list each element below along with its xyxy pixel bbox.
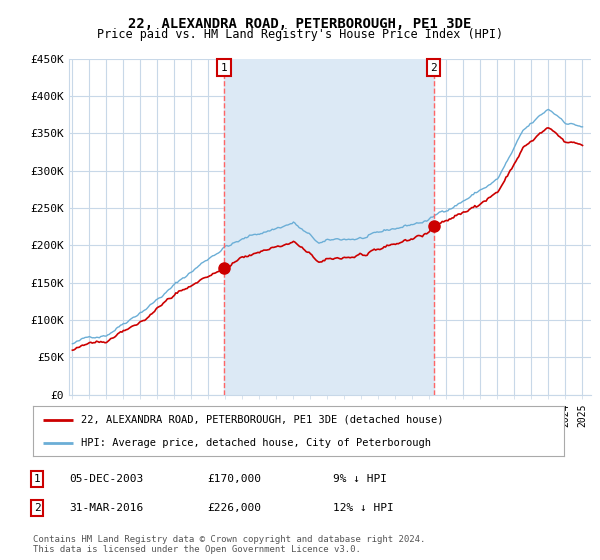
Text: 9% ↓ HPI: 9% ↓ HPI bbox=[333, 474, 387, 484]
Text: 12% ↓ HPI: 12% ↓ HPI bbox=[333, 503, 394, 513]
Text: 22, ALEXANDRA ROAD, PETERBOROUGH, PE1 3DE (detached house): 22, ALEXANDRA ROAD, PETERBOROUGH, PE1 3D… bbox=[81, 414, 443, 424]
Text: 2: 2 bbox=[34, 503, 41, 513]
Text: £170,000: £170,000 bbox=[207, 474, 261, 484]
Text: 05-DEC-2003: 05-DEC-2003 bbox=[69, 474, 143, 484]
Text: £226,000: £226,000 bbox=[207, 503, 261, 513]
Text: 22, ALEXANDRA ROAD, PETERBOROUGH, PE1 3DE: 22, ALEXANDRA ROAD, PETERBOROUGH, PE1 3D… bbox=[128, 17, 472, 31]
Text: 2: 2 bbox=[430, 63, 437, 73]
Text: 1: 1 bbox=[221, 63, 227, 73]
Bar bbox=[224, 59, 434, 395]
Text: HPI: Average price, detached house, City of Peterborough: HPI: Average price, detached house, City… bbox=[81, 438, 431, 448]
Text: 1: 1 bbox=[34, 474, 41, 484]
Text: Price paid vs. HM Land Registry's House Price Index (HPI): Price paid vs. HM Land Registry's House … bbox=[97, 28, 503, 41]
Text: Contains HM Land Registry data © Crown copyright and database right 2024.
This d: Contains HM Land Registry data © Crown c… bbox=[33, 535, 425, 554]
Text: 31-MAR-2016: 31-MAR-2016 bbox=[69, 503, 143, 513]
